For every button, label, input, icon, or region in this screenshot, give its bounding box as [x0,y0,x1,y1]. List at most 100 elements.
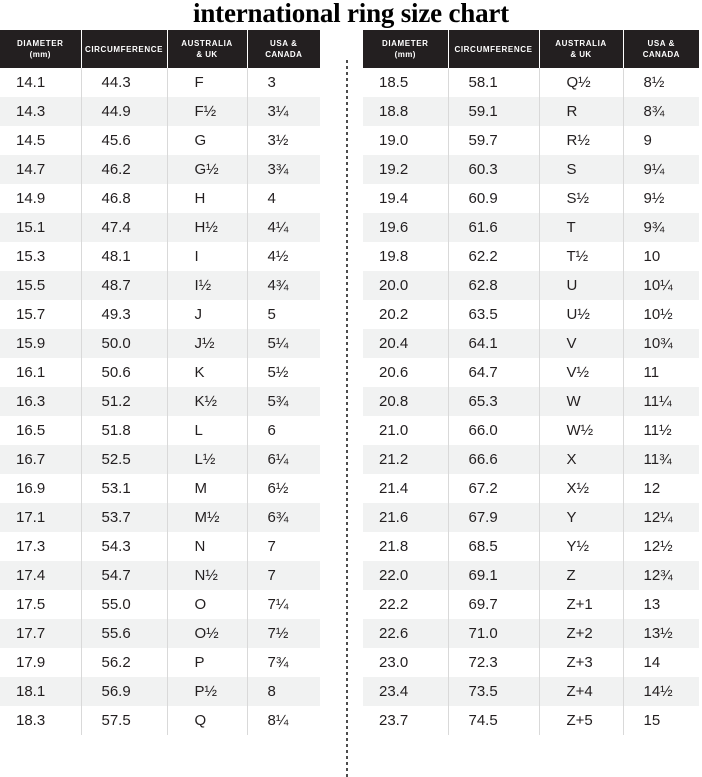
cell-australia-uk: O½ [167,619,248,648]
column-header-usa-canada: USA & CANADA [247,30,320,68]
cell-diameter: 14.3 [0,97,82,126]
cell-usa-canada: 11¾ [623,445,699,474]
cell-diameter: 17.5 [0,590,82,619]
table-row: 21.8 68.5 Y½ 12½ [363,532,699,561]
table-row: 14.5 45.6 G 3½ [0,126,320,155]
table-row: 20.4 64.1 V 10¾ [363,329,699,358]
cell-usa-canada: 3 [247,68,320,97]
cell-circumference: 54.3 [81,532,168,561]
cell-circumference: 48.7 [81,271,168,300]
cell-diameter: 18.5 [363,68,449,97]
header-row: DIAMETER (mm) CIRCUMFERENCE AUSTRALIA & … [363,30,699,68]
cell-diameter: 15.9 [0,329,82,358]
cell-circumference: 66.6 [448,445,540,474]
table-row: 18.5 58.1 Q½ 8½ [363,68,699,97]
table-row: 19.8 62.2 T½ 10 [363,242,699,271]
cell-circumference: 65.3 [448,387,540,416]
cell-usa-canada: 3¼ [247,97,320,126]
cell-circumference: 67.2 [448,474,540,503]
cell-diameter: 22.6 [363,619,449,648]
cell-usa-canada: 3¾ [247,155,320,184]
cell-usa-canada: 4½ [247,242,320,271]
cell-australia-uk: T [539,213,624,242]
cell-circumference: 55.0 [81,590,168,619]
cell-usa-canada: 11¼ [623,387,699,416]
cell-australia-uk: O [167,590,248,619]
cell-australia-uk: Z+5 [539,706,624,735]
column-header-diameter-unit: (mm) [394,50,416,59]
cell-circumference: 62.8 [448,271,540,300]
cell-australia-uk: M [167,474,248,503]
table-row: 23.0 72.3 Z+3 14 [363,648,699,677]
cell-circumference: 69.1 [448,561,540,590]
cell-diameter: 21.0 [363,416,449,445]
cell-circumference: 51.8 [81,416,168,445]
cell-diameter: 16.3 [0,387,82,416]
column-header-australia-uk: AUSTRALIA & UK [167,30,248,68]
cell-usa-canada: 5 [247,300,320,329]
table-row: 17.7 55.6 O½ 7½ [0,619,320,648]
cell-australia-uk: U [539,271,624,300]
cell-circumference: 64.7 [448,358,540,387]
table-row: 16.9 53.1 M 6½ [0,474,320,503]
cell-australia-uk: W [539,387,624,416]
column-header-circumference-label: CIRCUMFERENCE [84,44,164,54]
cell-circumference: 49.3 [81,300,168,329]
cell-circumference: 68.5 [448,532,540,561]
cell-usa-canada: 7½ [247,619,320,648]
cell-diameter: 21.8 [363,532,449,561]
table-row: 18.3 57.5 Q 8¼ [0,706,320,735]
cell-diameter: 21.2 [363,445,449,474]
cell-circumference: 46.8 [81,184,168,213]
cell-circumference: 61.6 [448,213,540,242]
cell-australia-uk: S½ [539,184,624,213]
cell-circumference: 59.1 [448,97,540,126]
cell-diameter: 19.2 [363,155,449,184]
column-header-circumference: CIRCUMFERENCE [81,30,168,68]
cell-diameter: 16.7 [0,445,82,474]
table-body-left: 14.1 44.3 F 3 14.3 44.9 F½ 3¼ 14.5 45.6 G 3½ 14.7 46.… [0,68,320,735]
cell-australia-uk: J [167,300,248,329]
column-header-diameter: DIAMETER (mm) [0,30,82,68]
column-header-uk-label: & UK [570,50,592,59]
cell-diameter: 19.6 [363,213,449,242]
cell-usa-canada: 12¾ [623,561,699,590]
cell-circumference: 74.5 [448,706,540,735]
header-row: DIAMETER (mm) CIRCUMFERENCE AUSTRALIA & … [0,30,320,68]
cell-usa-canada: 14 [623,648,699,677]
cell-australia-uk: I [167,242,248,271]
table-row: 16.5 51.8 L 6 [0,416,320,445]
table-row: 14.7 46.2 G½ 3¾ [0,155,320,184]
cell-australia-uk: S [539,155,624,184]
cell-usa-canada: 6½ [247,474,320,503]
table-body-right: 18.5 58.1 Q½ 8½ 18.8 59.1 R 8¾ 19.0 59.7 R½ 9 19.2 60… [363,68,699,735]
table-row: 15.1 47.4 H½ 4¼ [0,213,320,242]
cell-diameter: 17.4 [0,561,82,590]
cell-diameter: 16.9 [0,474,82,503]
cell-australia-uk: T½ [539,242,624,271]
cell-australia-uk: Z+1 [539,590,624,619]
cell-australia-uk: P½ [167,677,248,706]
cell-usa-canada: 6¼ [247,445,320,474]
cell-diameter: 14.5 [0,126,82,155]
cell-usa-canada: 3½ [247,126,320,155]
cell-usa-canada: 8¼ [247,706,320,735]
cell-usa-canada: 9½ [623,184,699,213]
cell-diameter: 14.7 [0,155,82,184]
cell-australia-uk: H½ [167,213,248,242]
cell-circumference: 56.9 [81,677,168,706]
table-row: 14.1 44.3 F 3 [0,68,320,97]
table-header-left: DIAMETER (mm) CIRCUMFERENCE AUSTRALIA & … [0,30,320,68]
cell-circumference: 67.9 [448,503,540,532]
column-header-circumference-label: CIRCUMFERENCE [454,44,533,54]
column-header-usa-label: USA & [269,39,298,48]
column-header-usa-canada: USA & CANADA [623,30,699,68]
cell-diameter: 17.1 [0,503,82,532]
table-row: 20.0 62.8 U 10¼ [363,271,699,300]
cell-australia-uk: Q [167,706,248,735]
cell-circumference: 55.6 [81,619,168,648]
cell-usa-canada: 4¼ [247,213,320,242]
table-row: 18.8 59.1 R 8¾ [363,97,699,126]
cell-usa-canada: 11½ [623,416,699,445]
